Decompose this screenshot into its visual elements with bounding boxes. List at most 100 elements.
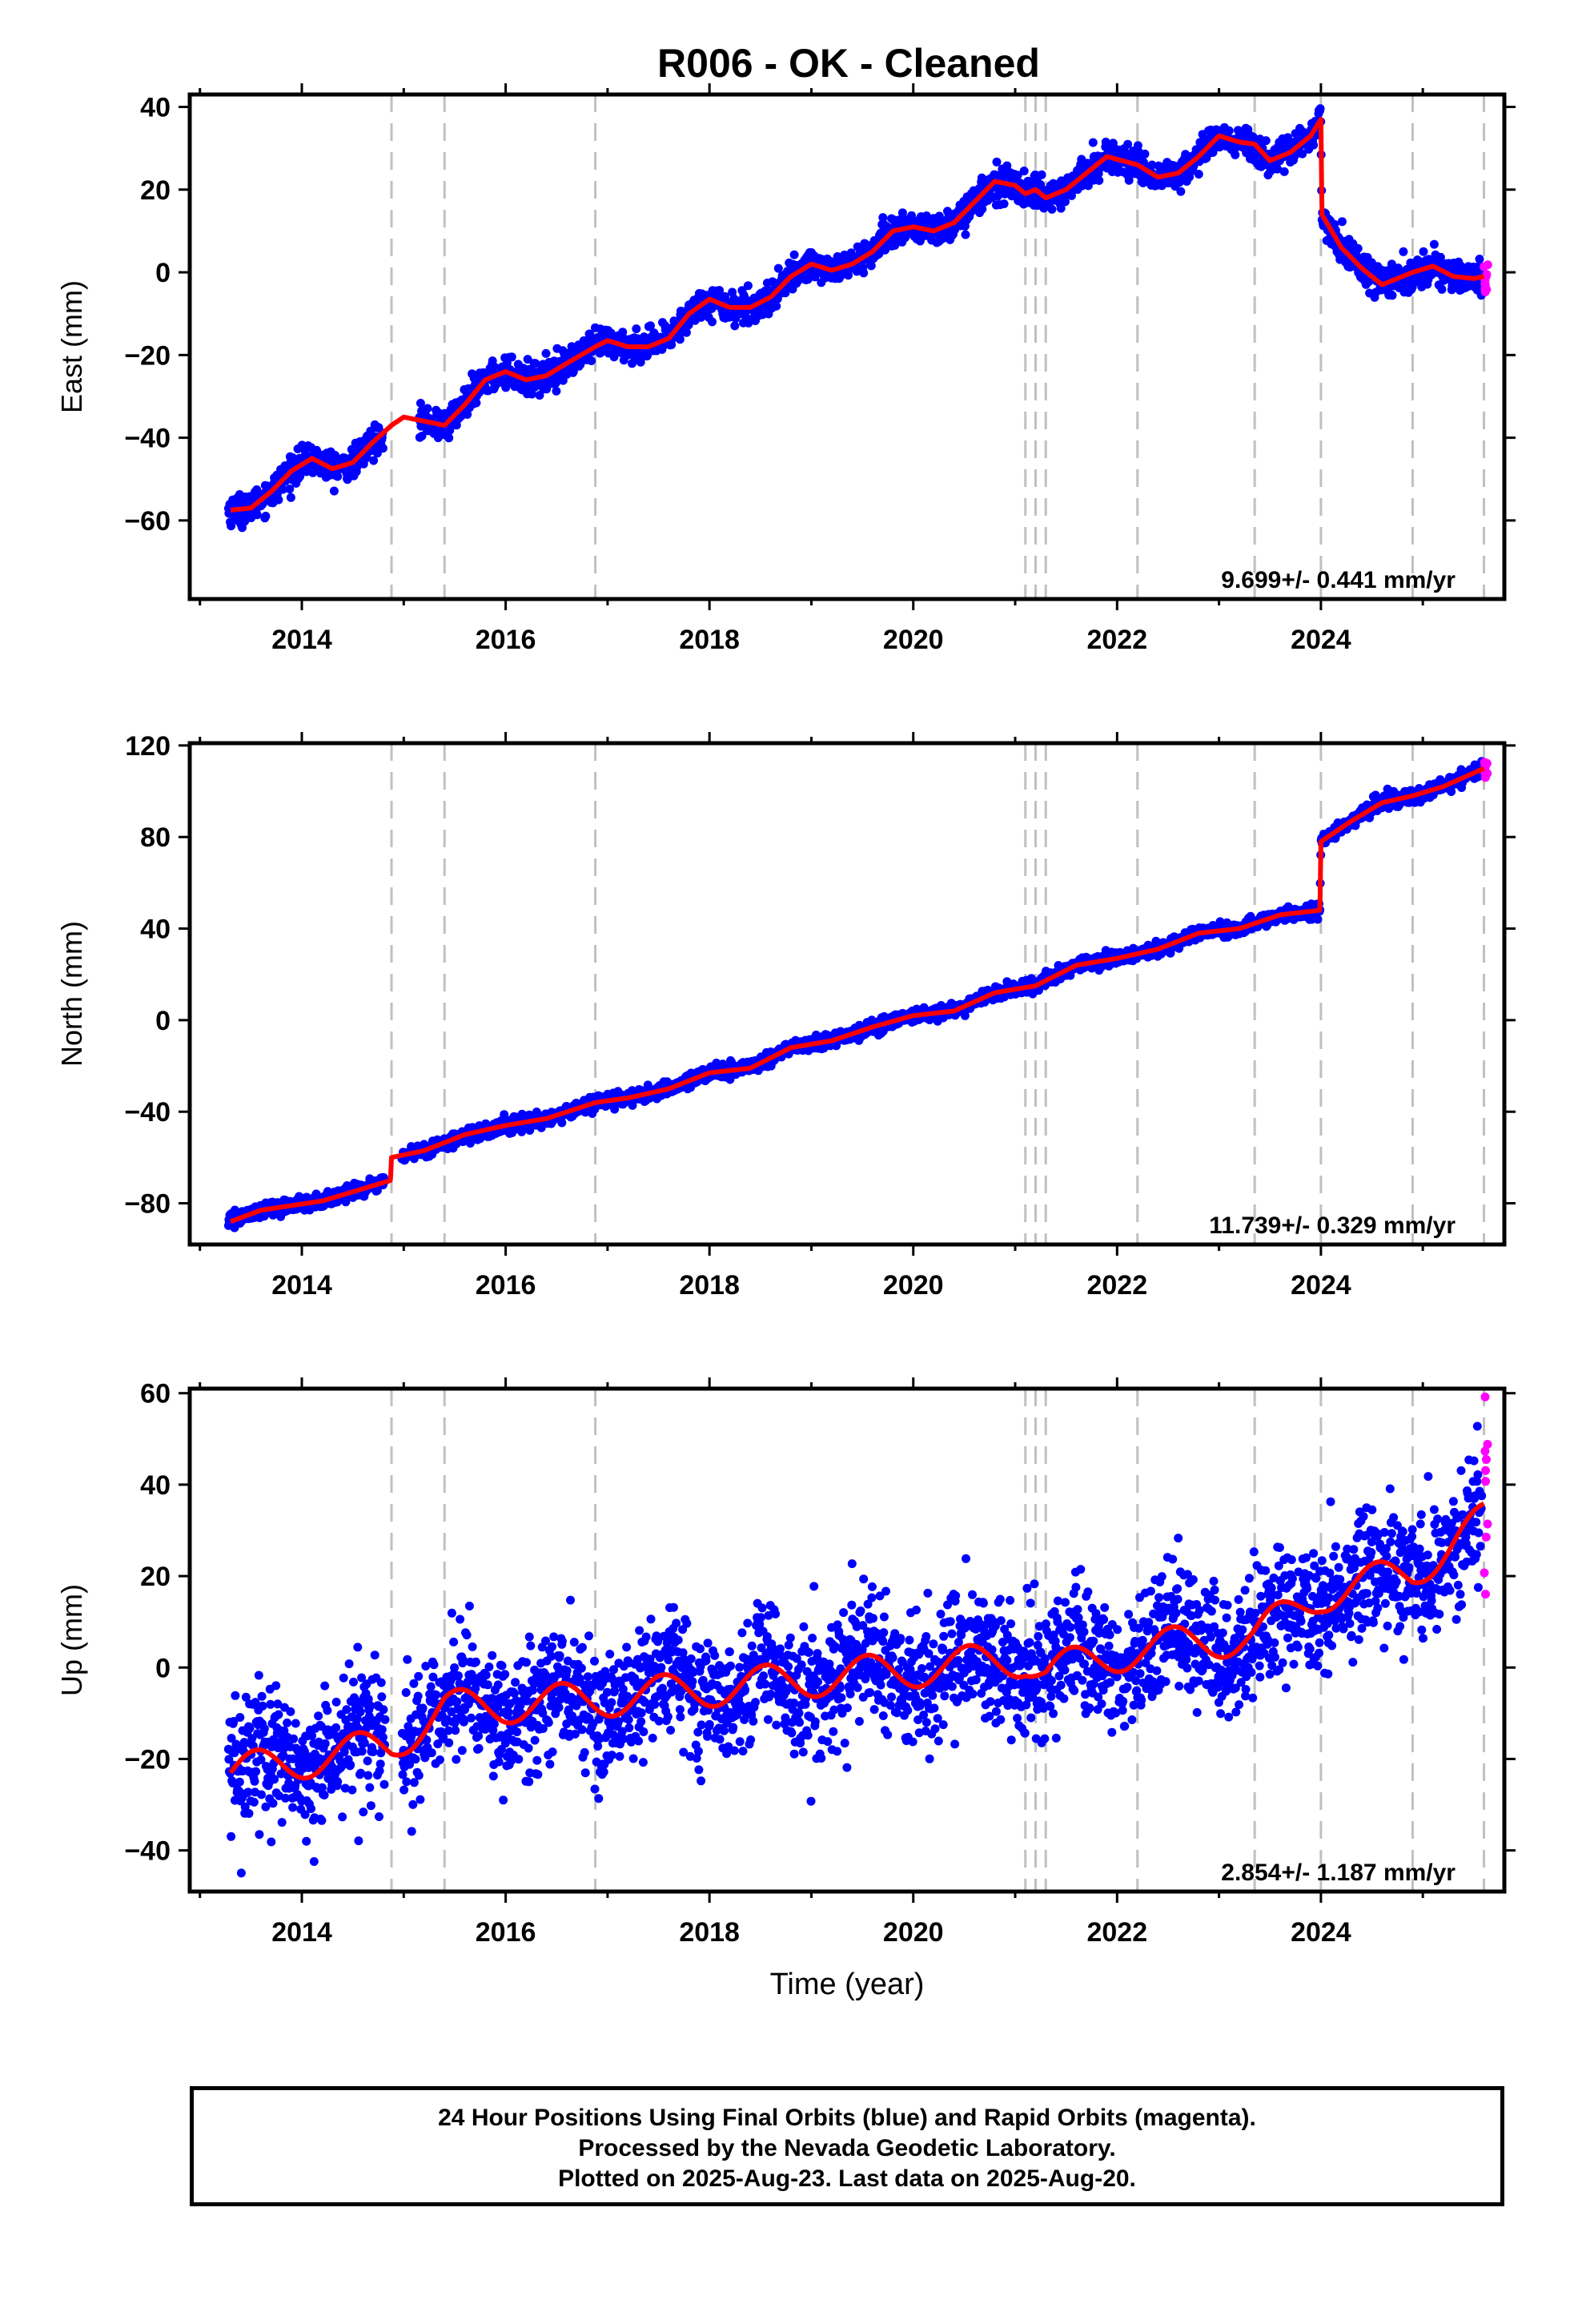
- final-point: [715, 286, 725, 296]
- final-point: [1429, 239, 1439, 249]
- final-point: [772, 301, 781, 311]
- final-point: [252, 485, 262, 494]
- final-point: [632, 324, 641, 334]
- y-tick-label: −60: [124, 506, 171, 537]
- y-tick-label: 0: [155, 258, 171, 288]
- final-point: [1475, 255, 1484, 263]
- figure-title: R006 - OK - Cleaned: [657, 41, 1040, 86]
- final-point: [961, 230, 970, 239]
- final-point: [844, 271, 853, 280]
- model-line: [228, 117, 1486, 513]
- x-tick-label: 2020: [883, 625, 944, 655]
- final-point: [1387, 291, 1397, 300]
- final-point: [523, 355, 532, 364]
- final-point: [333, 472, 343, 481]
- final-point: [1279, 167, 1289, 176]
- axes-frame: [187, 92, 1507, 601]
- final-point: [730, 321, 740, 331]
- plot-area: [223, 94, 1492, 599]
- final-point: [907, 211, 917, 220]
- final-point: [1231, 150, 1240, 159]
- final-point: [285, 485, 295, 494]
- final-point: [992, 157, 1002, 167]
- final-point: [675, 335, 685, 344]
- y-tick-label: 40: [140, 92, 171, 123]
- rapid-point: [1482, 284, 1492, 294]
- final-point: [1261, 136, 1271, 146]
- final-orbit-points: [223, 757, 1487, 1232]
- final-point: [646, 321, 655, 331]
- final-point: [433, 433, 443, 443]
- final-point: [278, 485, 287, 494]
- final-point: [423, 404, 432, 413]
- final-point: [1047, 204, 1057, 214]
- final-point: [261, 512, 271, 521]
- velocity-label: 9.699+/- 0.441 mm/yr: [1221, 567, 1456, 593]
- final-point: [878, 213, 888, 223]
- final-point: [362, 453, 371, 462]
- final-point: [463, 410, 472, 419]
- final-point: [1399, 247, 1408, 256]
- final-point: [1088, 138, 1098, 147]
- final-point: [527, 389, 536, 399]
- final-point: [1224, 126, 1234, 135]
- north-panel: 2014 2016 2018 2020 2022 2024−80−4004080120No…: [55, 731, 1516, 1301]
- final-point: [1309, 140, 1319, 150]
- final-point: [416, 399, 425, 408]
- final-point: [343, 475, 352, 485]
- final-point: [557, 1118, 567, 1128]
- final-point: [1061, 197, 1070, 207]
- final-point: [1353, 243, 1363, 253]
- final-point: [445, 425, 455, 435]
- final-point: [866, 261, 876, 271]
- final-point: [773, 263, 783, 273]
- final-point: [417, 432, 427, 440]
- final-point: [1140, 149, 1150, 159]
- final-point: [378, 444, 387, 453]
- final-point: [541, 348, 551, 358]
- final-point: [507, 352, 516, 362]
- final-point: [1094, 175, 1104, 185]
- final-point: [1176, 187, 1186, 196]
- final-point: [227, 521, 236, 531]
- final-point: [1337, 217, 1347, 227]
- final-point: [352, 462, 362, 472]
- final-point: [1019, 167, 1029, 175]
- final-point: [859, 268, 869, 278]
- final-point: [1194, 170, 1203, 179]
- x-tick-label: 2014: [271, 625, 332, 655]
- final-point: [1315, 104, 1325, 114]
- final-point: [743, 281, 753, 291]
- final-point: [999, 199, 1009, 208]
- final-point: [681, 328, 691, 337]
- final-point: [1007, 191, 1017, 201]
- y-tick-label: 20: [140, 175, 171, 206]
- final-point: [444, 433, 454, 443]
- plot-area: [223, 743, 1492, 1244]
- final-point: [1437, 284, 1447, 294]
- final-point: [329, 486, 339, 496]
- final-point: [978, 204, 987, 214]
- y-axis-label: East (mm): [55, 280, 88, 413]
- final-point: [472, 398, 481, 408]
- final-point: [618, 328, 628, 337]
- final-point: [1037, 170, 1046, 179]
- final-point: [789, 250, 799, 259]
- east-panel: 2014 2016 2018 2020 2022 2024−60−40−2002040Ea…: [55, 83, 1516, 655]
- x-tick-label: 2024: [1291, 625, 1351, 655]
- final-point: [1419, 247, 1428, 256]
- final-point: [274, 495, 283, 505]
- final-point: [252, 510, 262, 520]
- final-orbit-points: [223, 104, 1487, 533]
- x-tick-label: 2022: [1086, 625, 1147, 655]
- rapid-point: [1483, 260, 1492, 270]
- final-point: [369, 456, 379, 465]
- final-point: [552, 386, 561, 396]
- y-tick-label: −40: [124, 424, 171, 454]
- x-tick-label: 2016: [476, 625, 536, 655]
- y-tick-label: −20: [124, 340, 171, 371]
- final-point: [587, 356, 596, 365]
- final-point: [568, 367, 578, 376]
- final-point: [531, 359, 540, 368]
